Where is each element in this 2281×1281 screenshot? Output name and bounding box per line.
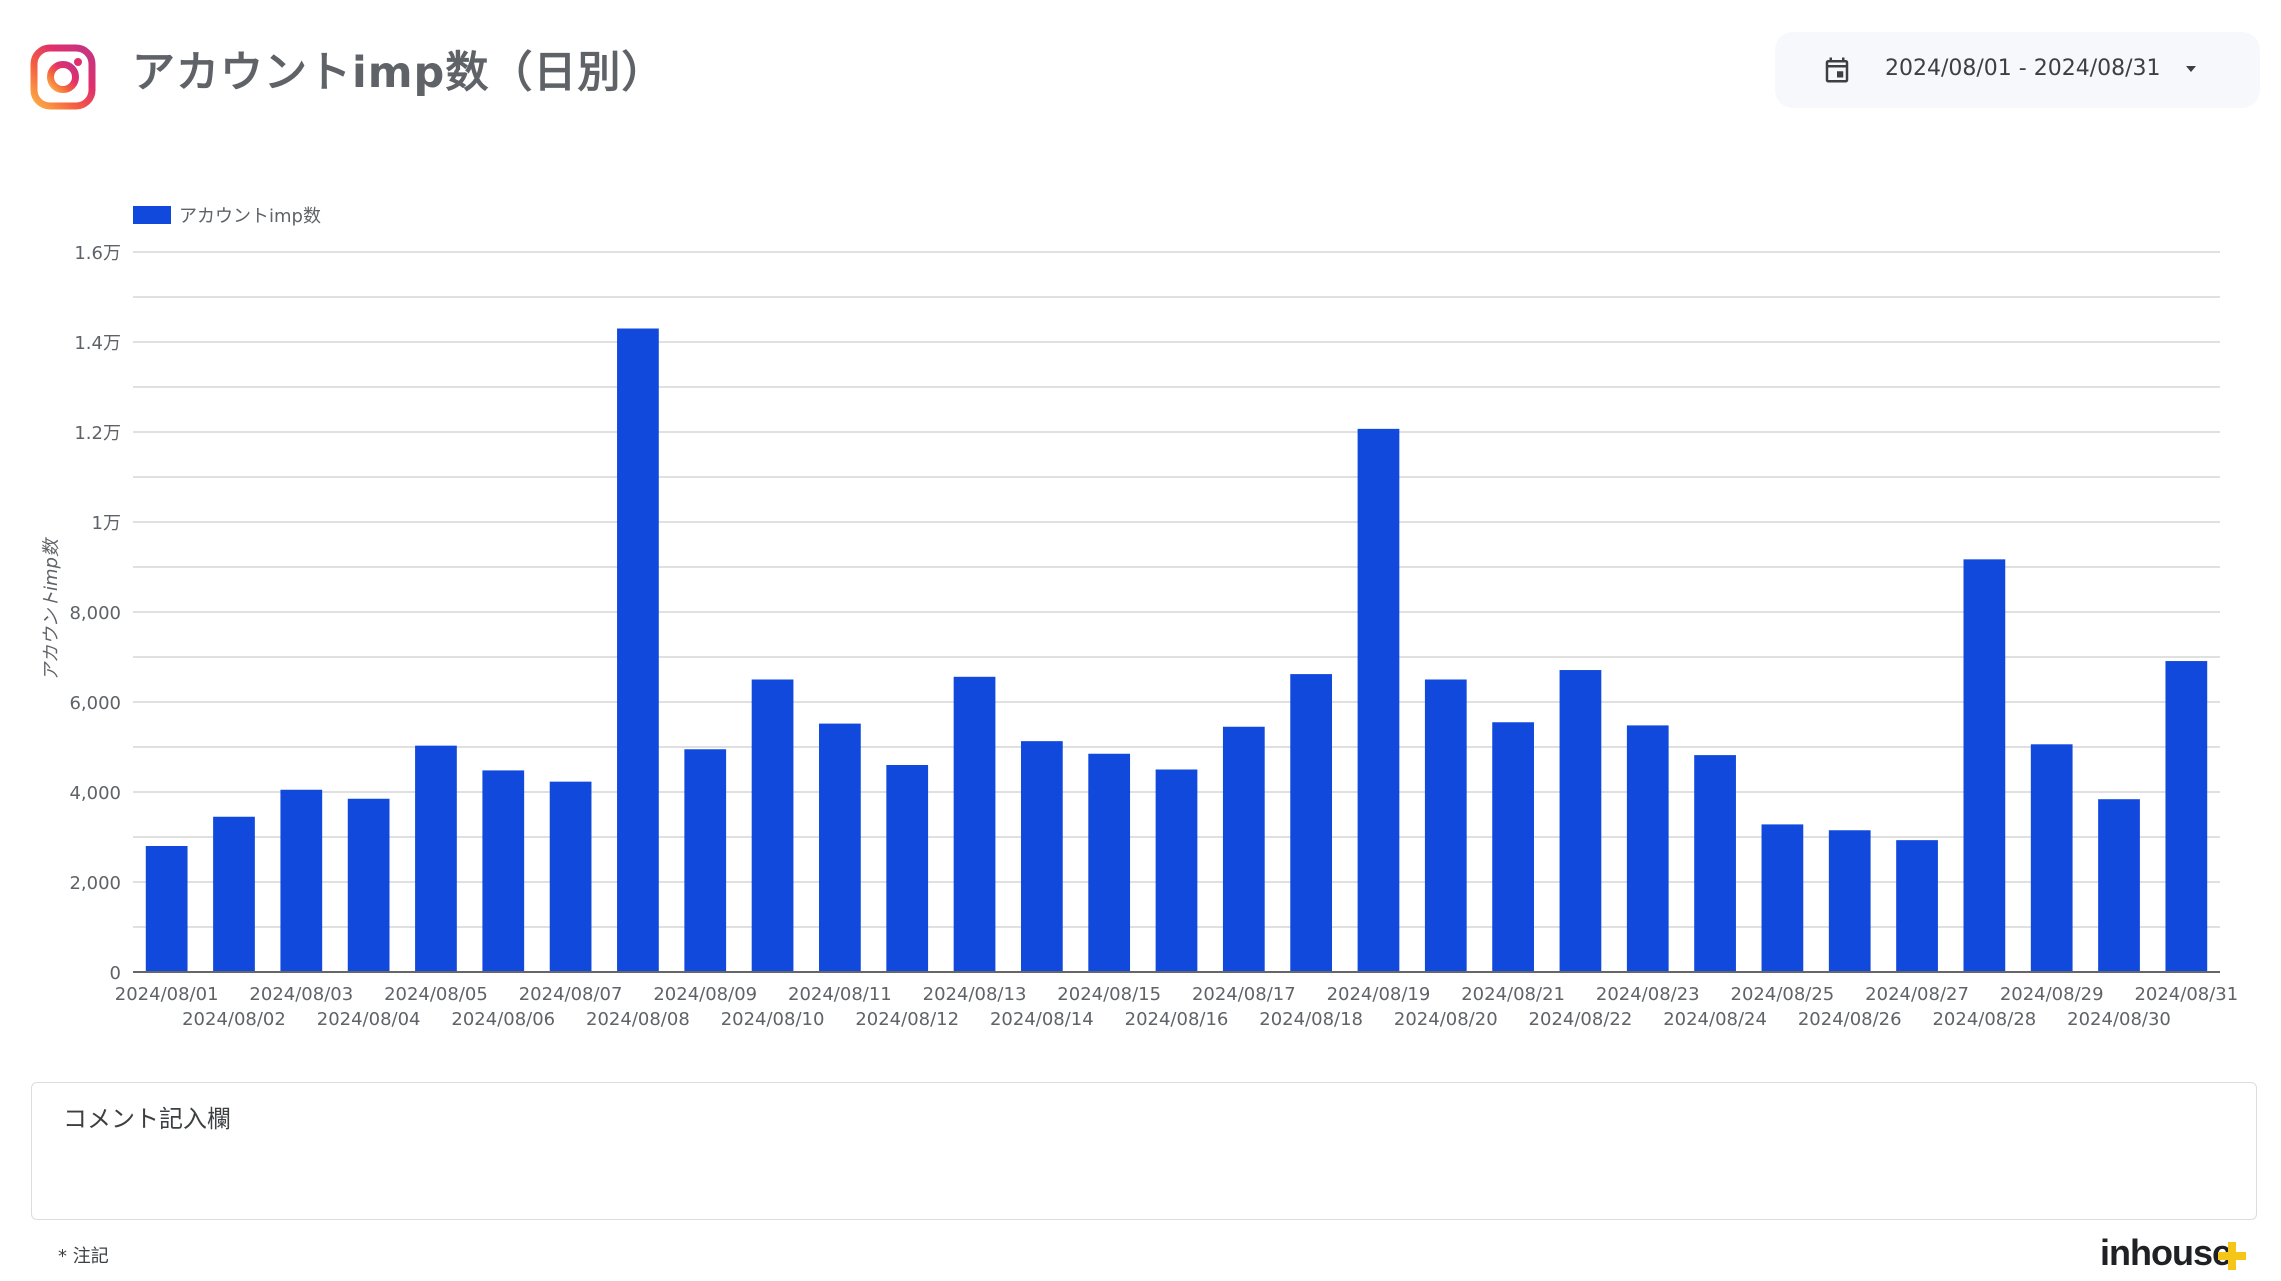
y-axis-title: アカウントimp数 <box>41 537 62 681</box>
bar <box>482 770 525 972</box>
x-tick-label: 2024/08/28 <box>1932 1009 2036 1030</box>
instagram-logo-icon <box>30 44 96 110</box>
y-tick-label: 1.6万 <box>74 243 121 264</box>
bar <box>2098 799 2140 972</box>
header: アカウントimp数（日別） 2024/08/01 - 2024/08/31 <box>0 0 2281 150</box>
x-tick-label: 2024/08/07 <box>519 984 623 1005</box>
page-title: アカウントimp数（日別） <box>132 48 666 98</box>
bar <box>1020 741 1063 972</box>
x-tick-label: 2024/08/26 <box>1798 1009 1902 1030</box>
x-tick-label: 2024/08/20 <box>1394 1009 1498 1030</box>
bars-layer <box>145 328 2208 973</box>
y-tick-label: 0 <box>110 963 121 984</box>
y-tick-label: 1.2万 <box>74 423 121 444</box>
bar <box>1559 670 1602 972</box>
x-tick-label: 2024/08/08 <box>586 1009 690 1030</box>
date-range-text: 2024/08/01 - 2024/08/31 <box>1885 56 2161 81</box>
bar <box>213 816 255 972</box>
x-tick-label: 2024/08/06 <box>451 1009 555 1030</box>
bar <box>347 798 390 972</box>
legend-label: アカウントimp数 <box>179 206 321 227</box>
x-tick-label: 2024/08/02 <box>182 1009 286 1030</box>
x-tick-label: 2024/08/22 <box>1529 1009 1633 1030</box>
x-tick-label: 2024/08/04 <box>317 1009 421 1030</box>
bar <box>684 749 727 972</box>
bar <box>415 745 457 972</box>
bar <box>1828 830 1871 972</box>
y-tick-label: 6,000 <box>69 693 121 714</box>
bar <box>1222 726 1265 972</box>
bar <box>1424 679 1467 972</box>
bar <box>280 789 323 972</box>
caret-down-icon <box>2186 66 2196 72</box>
x-tick-label: 2024/08/24 <box>1663 1009 1767 1030</box>
x-tick-label: 2024/08/29 <box>2000 984 2104 1005</box>
x-tick-label: 2024/08/31 <box>2134 984 2238 1005</box>
x-tick-label: 2024/08/30 <box>2067 1009 2171 1030</box>
x-tick-label: 2024/08/27 <box>1865 984 1969 1005</box>
date-range-picker[interactable]: 2024/08/01 - 2024/08/31 <box>1775 32 2260 108</box>
x-tick-label: 2024/08/03 <box>249 984 353 1005</box>
bar <box>1088 753 1131 972</box>
legend: アカウントimp数 <box>133 206 321 227</box>
chart-canvas: 0 2,000 4,000 6,000 8,000 1万 1.2万 1.4万 1.6万 2024/… <box>41 206 2238 1030</box>
x-tick-label: 2024/08/19 <box>1327 984 1431 1005</box>
bar <box>1896 840 1938 972</box>
brand-logo: inhouse <box>2100 1232 2232 1273</box>
x-tick-label: 2024/08/18 <box>1259 1009 1363 1030</box>
comment-label: コメント記入欄 <box>63 1105 231 1133</box>
x-tick-label: 2024/08/09 <box>653 984 757 1005</box>
plus-icon <box>2218 1242 2246 1270</box>
x-tick-label: 2024/08/16 <box>1125 1009 1229 1030</box>
x-tick-label: 2024/08/17 <box>1192 984 1296 1005</box>
x-tick-label: 2024/08/23 <box>1596 984 1700 1005</box>
x-tick-label: 2024/08/12 <box>855 1009 959 1030</box>
legend-swatch <box>133 206 171 224</box>
x-tick-label: 2024/08/25 <box>1731 984 1835 1005</box>
y-tick-label: 1.4万 <box>74 333 121 354</box>
bar <box>1694 755 1736 972</box>
bar <box>953 676 996 972</box>
y-tick-label: 4,000 <box>69 783 121 804</box>
bar <box>2030 744 2073 972</box>
bar <box>1357 428 1400 973</box>
grid-layer <box>133 251 2220 973</box>
bar <box>549 781 592 972</box>
x-tick-label: 2024/08/13 <box>923 984 1027 1005</box>
bar <box>145 846 188 972</box>
labels-layer: 0 2,000 4,000 6,000 8,000 1万 1.2万 1.4万 1.6万 2024/… <box>69 243 2238 1030</box>
x-tick-label: 2024/08/21 <box>1461 984 1565 1005</box>
x-tick-label: 2024/08/14 <box>990 1009 1094 1030</box>
bar <box>1626 725 1669 972</box>
bar <box>751 679 794 972</box>
calendar-icon <box>1825 57 1849 83</box>
bar <box>819 723 861 972</box>
bar <box>1492 722 1534 972</box>
bar-chart: 0 2,000 4,000 6,000 8,000 1万 1.2万 1.4万 1.6万 2024/… <box>0 180 2281 1050</box>
x-tick-label: 2024/08/01 <box>115 984 219 1005</box>
bar <box>1761 824 1804 972</box>
y-tick-label: 2,000 <box>69 873 121 894</box>
x-tick-label: 2024/08/11 <box>788 984 892 1005</box>
x-tick-label: 2024/08/15 <box>1057 984 1161 1005</box>
y-tick-label: 1万 <box>92 513 121 534</box>
comment-box[interactable]: コメント記入欄 <box>31 1082 2257 1220</box>
bar <box>886 765 929 972</box>
footnote: * 注記 <box>58 1246 109 1267</box>
bar <box>1963 559 2006 972</box>
x-tick-label: 2024/08/05 <box>384 984 488 1005</box>
y-tick-label: 8,000 <box>69 603 121 624</box>
x-tick-label: 2024/08/10 <box>721 1009 825 1030</box>
bar <box>1155 769 1198 972</box>
bar <box>2165 661 2208 972</box>
bar <box>617 328 659 972</box>
bar <box>1290 674 1333 972</box>
